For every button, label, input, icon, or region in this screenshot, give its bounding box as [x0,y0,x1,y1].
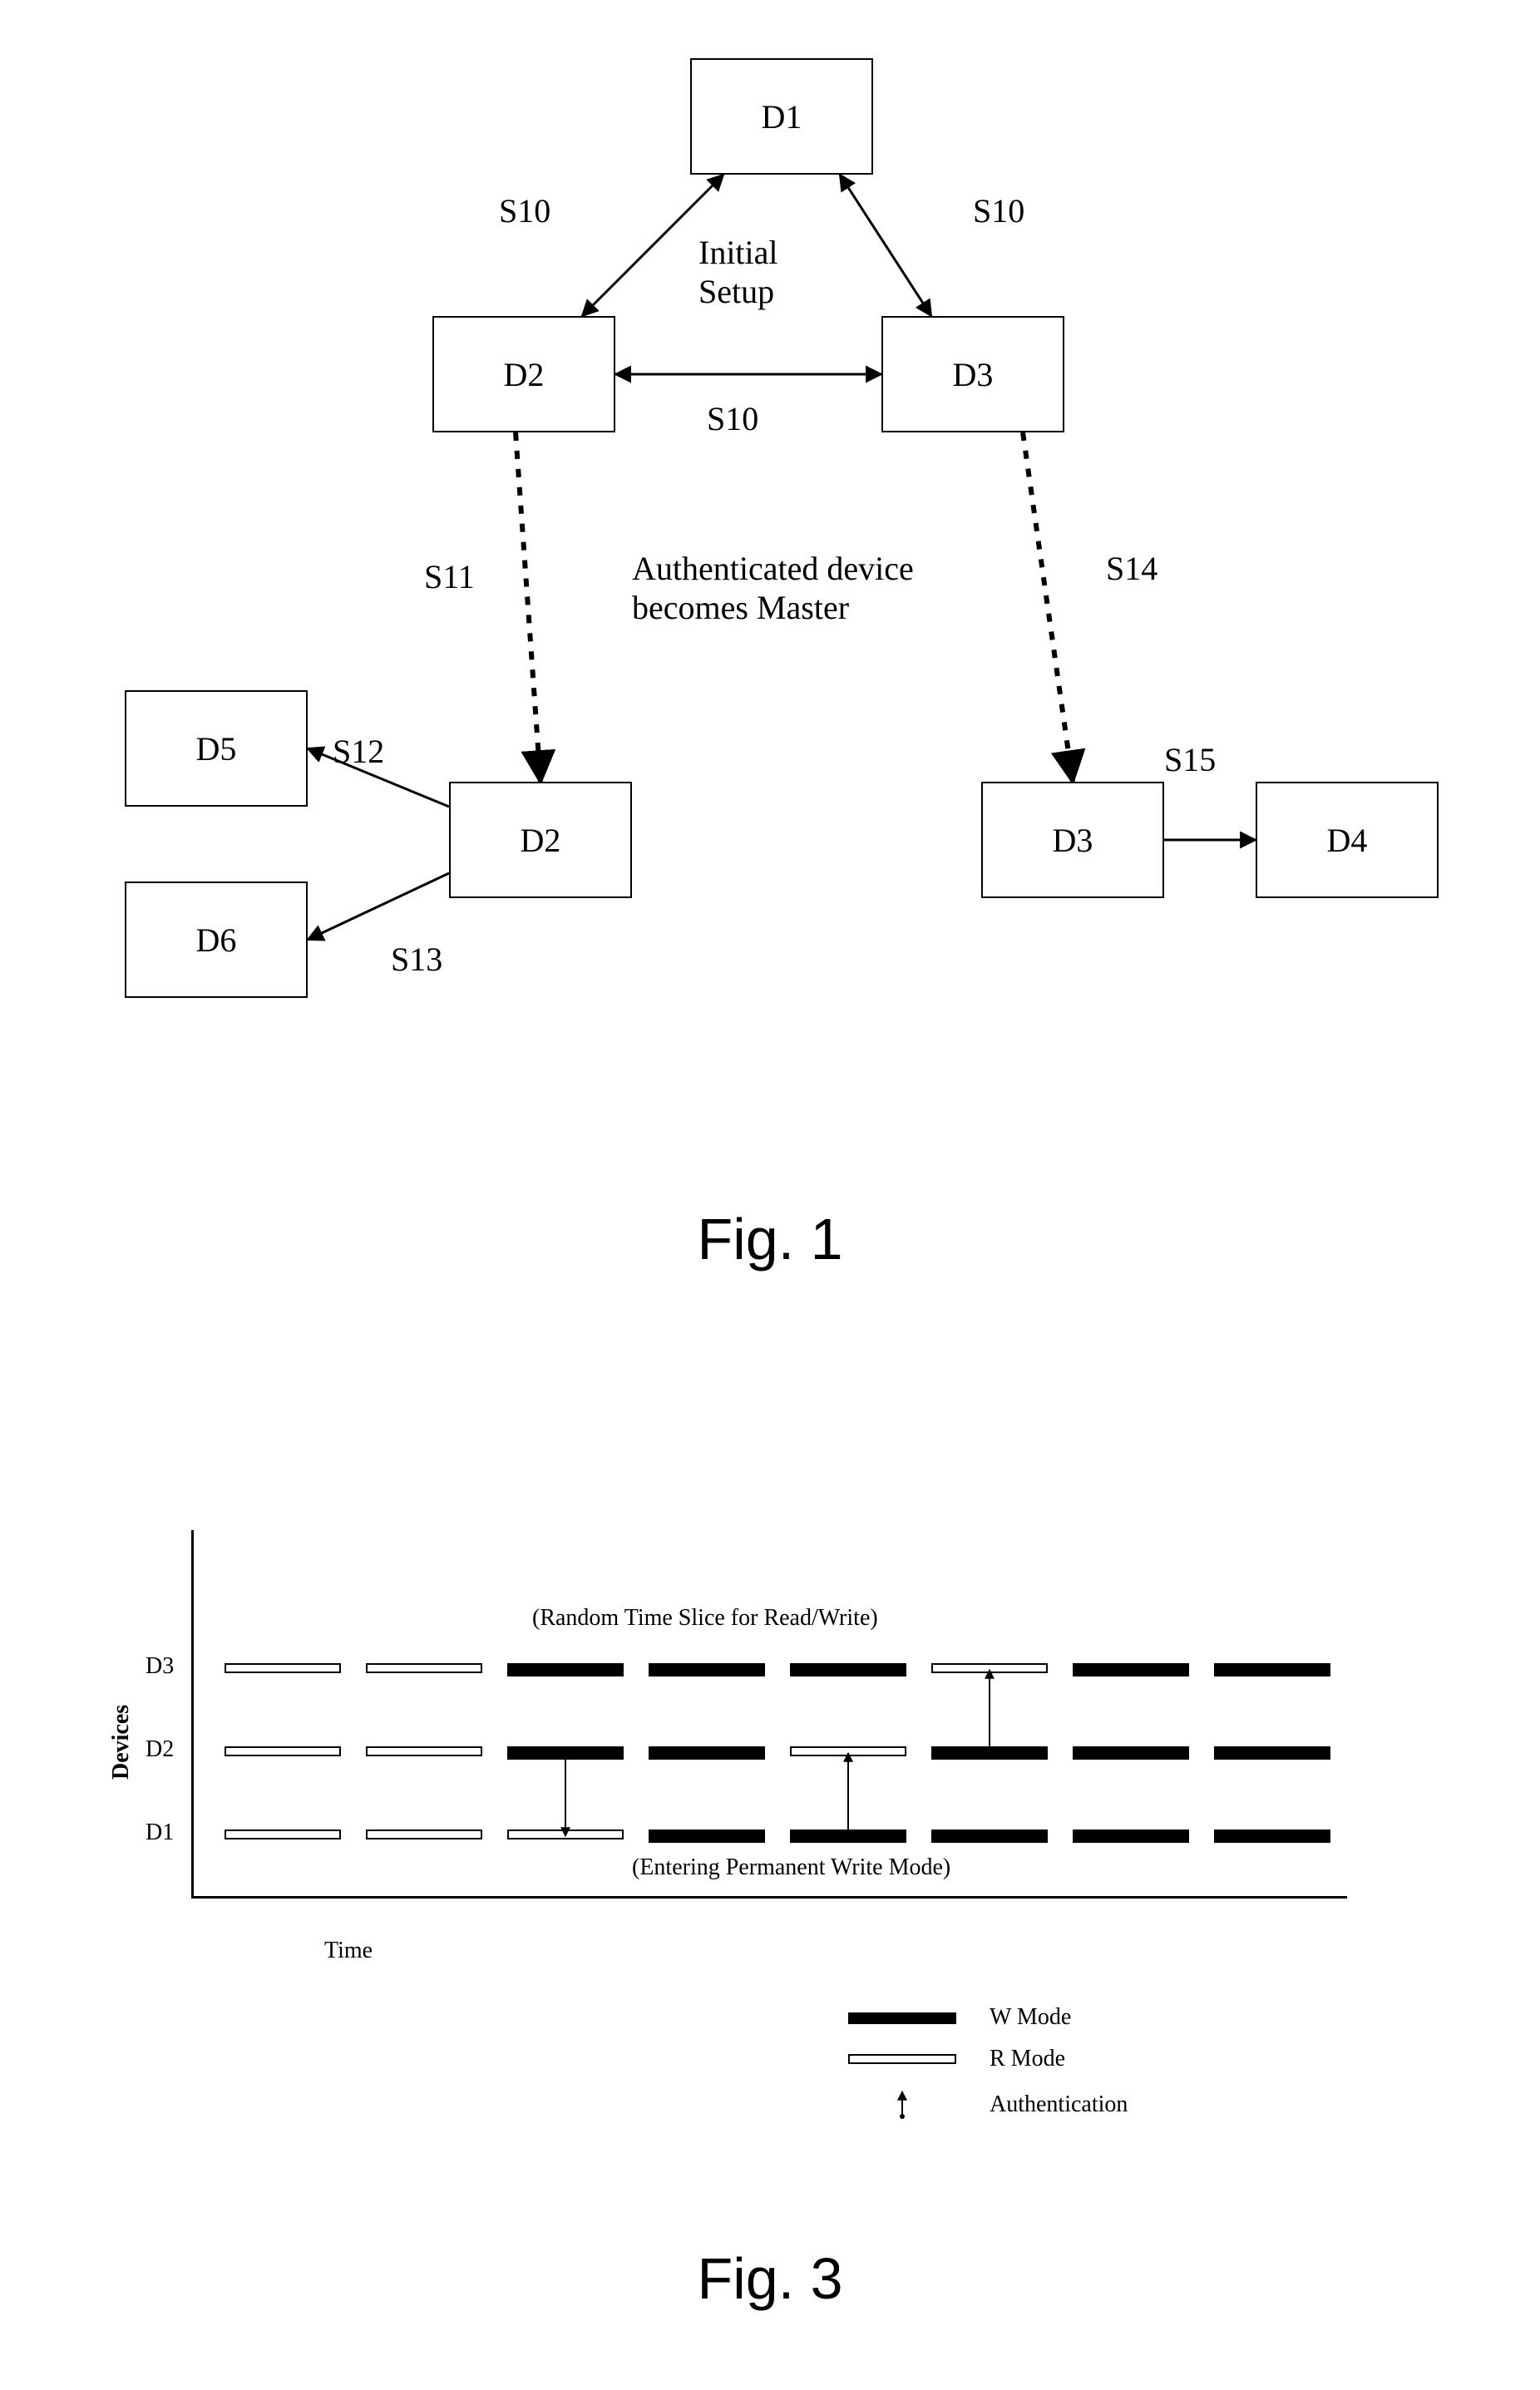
seg-d1-3 [649,1830,765,1843]
seg-d2-3 [649,1746,765,1760]
label-s15: S15 [1164,740,1216,779]
edge-s10-d1-d3 [840,175,931,316]
label-s12: S12 [333,732,384,771]
fig3-title: Fig. 3 [0,2245,1540,2312]
seg-d1-7 [1214,1830,1330,1843]
seg-d3-7 [1214,1663,1330,1676]
legend-w-swatch [848,2012,956,2024]
seg-d2-1 [366,1746,482,1756]
edge-s13 [308,873,449,940]
edge-s11 [516,432,540,782]
seg-d1-4 [790,1830,906,1843]
fig1-title: Fig. 1 [0,1206,1540,1272]
fig3-x-axis [191,1896,1347,1899]
label-auth: Authenticated device becomes Master [632,549,914,627]
fig3-anno-top: (Random Time Slice for Read/Write) [532,1605,878,1632]
seg-d2-0 [225,1746,341,1756]
node-d2a: D2 [432,316,615,432]
seg-d3-0 [225,1663,341,1673]
node-d2b: D2 [449,782,632,898]
legend-w-label: W Mode [990,2004,1071,2031]
seg-d1-5 [931,1830,1048,1843]
figure-1: D1 D2 D3 D5 D2 D6 D3 D4 S10 S10 S10 Initial Setup S… [0,0,1540,1081]
label-s13: S13 [391,940,442,979]
seg-d1-0 [225,1830,341,1839]
fig3-x-axis-label: Time [324,1938,373,1964]
seg-d3-4 [790,1663,906,1676]
label-s11: S11 [424,557,475,596]
node-d6: D6 [125,881,308,998]
label-s14: S14 [1106,549,1157,588]
fig3-auth-arrows [100,1514,1430,2096]
seg-d1-6 [1073,1830,1189,1843]
seg-d3-5 [931,1663,1048,1673]
seg-d2-2 [507,1746,624,1760]
seg-d2-5 [931,1746,1048,1760]
edge-s14 [1023,432,1073,782]
node-d3b: D3 [981,782,1164,898]
legend-auth-icon [890,2087,923,2121]
legend-r-swatch [848,2054,956,2064]
seg-d2-4 [790,1746,906,1756]
label-s10_right: S10 [973,191,1024,230]
seg-d3-3 [649,1663,765,1676]
node-d3a: D3 [881,316,1064,432]
seg-d1-2 [507,1830,624,1839]
figure-3: D3 D2 D1 Devices (Random Time Slice for … [100,1514,1430,2262]
node-d5: D5 [125,690,308,807]
fig3-row-label-d3: D3 [146,1653,174,1680]
label-s10_mid: S10 [707,399,758,438]
seg-d3-6 [1073,1663,1189,1676]
seg-d3-2 [507,1663,624,1676]
seg-d2-6 [1073,1746,1189,1760]
seg-d2-7 [1214,1746,1330,1760]
node-d1: D1 [690,58,873,175]
label-s10_left: S10 [499,191,550,230]
fig3-anno-bottom: (Entering Permanent Write Mode) [632,1854,950,1881]
seg-d1-1 [366,1830,482,1839]
seg-d3-1 [366,1663,482,1673]
fig3-y-axis [191,1530,194,1896]
fig3-row-label-d2: D2 [146,1736,174,1763]
fig3-y-axis-label: Devices [108,1705,135,1780]
legend-r-label: R Mode [990,2046,1065,2072]
node-d4: D4 [1256,782,1439,898]
legend-auth-label: Authentication [990,2091,1128,2118]
label-initial: Initial Setup [698,233,778,311]
fig3-row-label-d1: D1 [146,1820,174,1846]
